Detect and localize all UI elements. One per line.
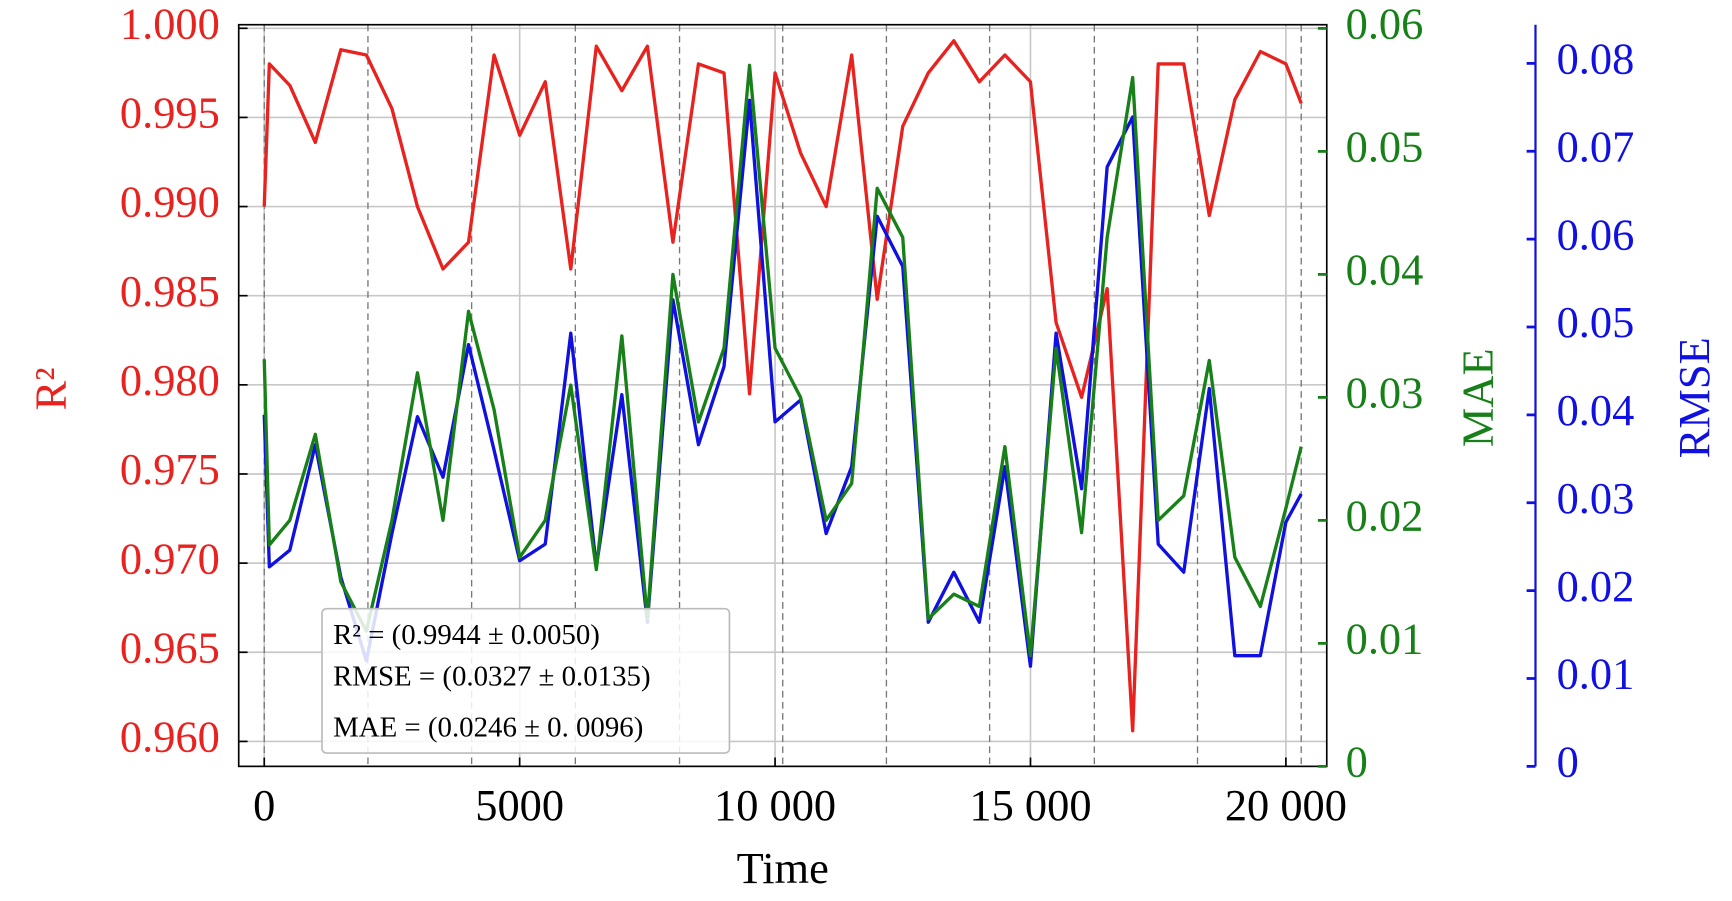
x-tick-label: 20 000 [1225, 780, 1347, 830]
y-tick-label: 1.000 [120, 0, 220, 48]
y-tick-label: 0.980 [120, 355, 220, 405]
y3-tick-label: 0.08 [1557, 34, 1635, 84]
x-axis-label: Time [737, 843, 829, 893]
x-tick-label: 10 000 [714, 780, 836, 830]
y-tick-label: 0.985 [120, 266, 220, 316]
y2-axis-label: MAE [1452, 348, 1502, 447]
series-line [262, 98, 1303, 668]
y3-tick-label: 0.07 [1557, 121, 1635, 171]
x-tick-label: 0 [253, 780, 275, 830]
y3-tick-label: 0.04 [1557, 385, 1635, 435]
y3-axis-label: RMSE [1669, 337, 1719, 458]
y-tick-label: 0.960 [120, 712, 220, 762]
series-line [262, 39, 1303, 733]
plot-frame [237, 23, 1328, 768]
annotation-text: RMSE = (0.0327 ± 0.0135) [333, 660, 651, 692]
y3-tick-label: 0 [1557, 737, 1579, 787]
y-tick-label: 0.995 [120, 88, 220, 138]
y3-tick-label: 0.02 [1557, 561, 1635, 611]
annotation-text: MAE = (0.0246 ± 0. 0096) [333, 711, 643, 743]
y3-tick-label: 0.05 [1557, 297, 1635, 347]
y2-tick-label: 0 [1346, 737, 1368, 787]
y-tick-label: 0.990 [120, 177, 220, 227]
y2-tick-label: 0.01 [1346, 614, 1424, 664]
y-axis-label: R² [26, 367, 76, 410]
x-tick-label: 15 000 [969, 780, 1091, 830]
y2-tick-label: 0.04 [1346, 245, 1424, 295]
annotation-box [321, 607, 731, 754]
y3-tick-label: 0.03 [1557, 473, 1635, 523]
x-tick-label: 5000 [475, 780, 564, 830]
y-tick-label: 0.965 [120, 622, 220, 672]
y2-tick-label: 0.05 [1346, 122, 1424, 172]
series-line [262, 63, 1303, 658]
y-tick-label: 0.970 [120, 533, 220, 583]
y2-tick-label: 0.02 [1346, 491, 1424, 541]
y2-tick-label: 0.03 [1346, 368, 1424, 418]
annotation-text: R² = (0.9944 ± 0.0050) [333, 619, 600, 651]
y3-tick-label: 0.06 [1557, 209, 1635, 259]
y3-tick-label: 0.01 [1557, 649, 1635, 699]
y2-tick-label: 0.06 [1346, 0, 1424, 49]
y-tick-label: 0.975 [120, 444, 220, 494]
